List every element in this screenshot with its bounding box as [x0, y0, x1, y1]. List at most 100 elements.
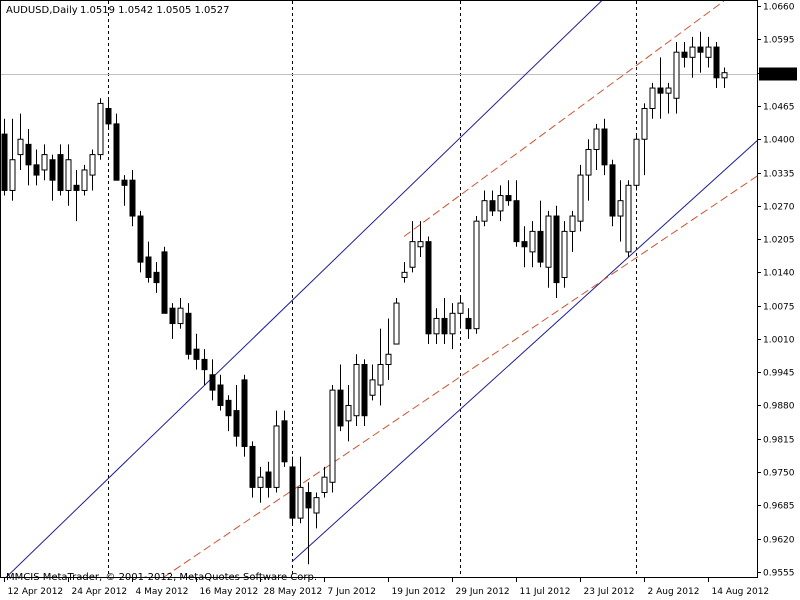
candle-body-68	[545, 215, 552, 268]
candle-35	[281, 410, 288, 467]
candle-87	[697, 31, 704, 73]
candle-57	[457, 297, 464, 329]
candle-body-26	[209, 374, 216, 391]
y-tick-label-7: 1.0205	[763, 236, 795, 246]
candle-body-34	[273, 425, 280, 488]
candle-body-86	[689, 46, 696, 58]
candle-62	[497, 185, 504, 222]
candle-body-9	[73, 184, 80, 191]
candle-38	[305, 482, 312, 565]
candle-body-31	[249, 445, 256, 488]
candle-83	[665, 82, 672, 114]
candle-body-46	[369, 379, 376, 396]
candle-48	[385, 318, 392, 380]
candle-body-7	[57, 154, 64, 191]
candle-28	[225, 395, 232, 432]
candle-22	[177, 297, 184, 329]
candle-25	[201, 349, 208, 385]
candle-90	[721, 67, 728, 89]
candle-84	[673, 41, 680, 114]
x-tick-label-0: 12 Apr 2012	[8, 587, 64, 597]
candle-81	[649, 82, 656, 119]
candle-body-33	[265, 471, 272, 488]
candle-66	[529, 221, 536, 268]
y-tick-label-3: 1.0465	[763, 103, 795, 113]
candle-9	[73, 169, 80, 222]
y-tick-label-15: 0.9685	[763, 502, 795, 512]
candle-body-44	[353, 364, 360, 417]
candle-body-20	[161, 251, 168, 314]
candle-78	[625, 180, 632, 257]
candle-8	[65, 144, 72, 206]
candle-18	[145, 241, 152, 283]
candle-21	[169, 303, 176, 339]
candle-body-78	[625, 184, 632, 253]
price-tag-label: 1.0527	[762, 71, 797, 81]
candle-body-67	[537, 230, 544, 263]
candle-30	[241, 374, 248, 457]
chart-header-symbol: AUDUSD,Daily	[6, 5, 78, 16]
candle-50	[401, 262, 408, 283]
candle-body-59	[473, 220, 480, 330]
candle-75	[601, 118, 608, 176]
candle-11	[89, 149, 96, 191]
candle-70	[561, 221, 568, 288]
candle-82	[657, 57, 664, 119]
candle-body-63	[505, 195, 512, 202]
candle-body-80	[641, 108, 648, 140]
candle-body-75	[601, 128, 608, 166]
x-tick-label-11: 14 Aug 2012	[712, 587, 770, 597]
candle-33	[265, 461, 272, 498]
candle-body-16	[129, 179, 136, 217]
candle-7	[57, 144, 64, 196]
candle-body-6	[49, 159, 56, 181]
candle-47	[377, 328, 384, 406]
candle-34	[273, 410, 280, 493]
candle-64	[513, 180, 520, 247]
candle-body-2	[17, 138, 24, 156]
candle-body-5	[41, 154, 48, 171]
candle-36	[289, 456, 296, 524]
candle-29	[233, 385, 240, 447]
candle-body-36	[289, 466, 296, 519]
candle-body-82	[657, 87, 664, 94]
candle-body-84	[673, 51, 680, 99]
x-tick-label-7: 29 Jun 2012	[456, 587, 510, 597]
candle-body-87	[697, 46, 704, 53]
candle-10	[81, 164, 88, 196]
candle-body-13	[105, 108, 112, 125]
candle-71	[569, 210, 576, 252]
x-tick-label-3: 16 May 2012	[200, 587, 259, 597]
candle-body-74	[593, 128, 600, 150]
y-axis: 1.06601.05951.05301.04651.04001.03351.02…	[757, 3, 795, 579]
candle-60	[481, 190, 488, 227]
candle-body-66	[529, 230, 536, 253]
candle-61	[489, 190, 496, 217]
candle-2	[17, 113, 24, 170]
y-tick-label-16: 0.9620	[763, 536, 795, 546]
candle-74	[593, 123, 600, 170]
chart-header-ohlc: 1.0519 1.0542 1.0505 1.0527	[80, 5, 230, 16]
candle-body-48	[385, 353, 392, 366]
candle-3	[25, 129, 32, 186]
candle-40	[321, 466, 328, 498]
candle-body-42	[337, 389, 344, 427]
candle-37	[297, 456, 304, 524]
candle-body-3	[25, 143, 32, 166]
candle-67	[537, 200, 544, 268]
candle-body-22	[177, 307, 184, 325]
candle-52	[417, 221, 424, 257]
candle-89	[713, 41, 720, 89]
x-tick-label-9: 23 Jul 2012	[584, 587, 635, 597]
candle-body-53	[425, 241, 432, 335]
candle-body-57	[457, 302, 464, 314]
candle-body-11	[89, 154, 96, 176]
candle-49	[393, 297, 400, 345]
y-tick-label-14: 0.9750	[763, 469, 795, 479]
x-tick-label-2: 4 May 2012	[136, 587, 189, 597]
candle-body-71	[569, 215, 576, 232]
candle-77	[617, 180, 624, 242]
